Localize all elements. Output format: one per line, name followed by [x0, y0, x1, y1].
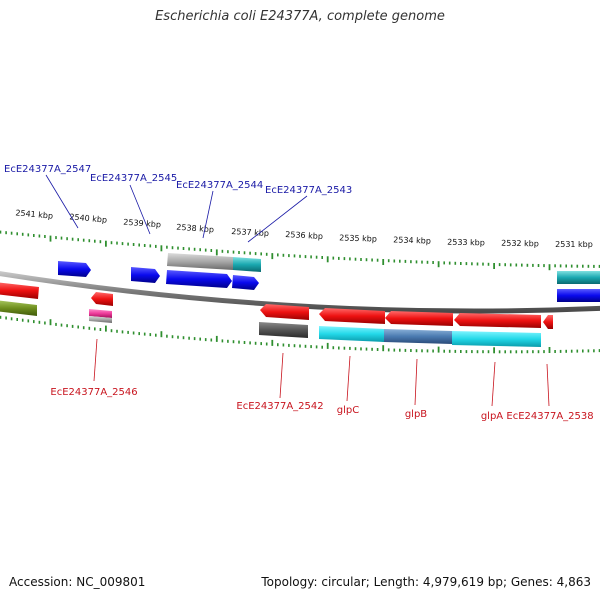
- tick-label: 2536 kbp: [285, 230, 323, 241]
- gene-arrow-forward[interactable]: [131, 267, 160, 283]
- feature-block-teal[interactable]: [557, 271, 600, 284]
- genome-backbone: [0, 271, 600, 314]
- map-title: Escherichia coli E24377A, complete genom…: [155, 9, 445, 24]
- tick-label: 2538 kbp: [176, 223, 214, 235]
- gene-label[interactable]: EcE24377A_2542: [236, 401, 323, 412]
- leader-line: [346, 355, 351, 402]
- gene-arrow-reverse[interactable]: [543, 315, 553, 329]
- leader-line: [247, 195, 308, 243]
- leader-line: [491, 361, 496, 407]
- gene-label[interactable]: glpB: [405, 409, 427, 420]
- leader-line: [202, 190, 214, 239]
- feature-block-olive[interactable]: [0, 300, 37, 316]
- tick-label: 2532 kbp: [501, 239, 539, 249]
- accession-text: Accession: NC_009801: [9, 575, 146, 589]
- feature-block-dark-grey[interactable]: [259, 322, 308, 338]
- leader-line: [93, 338, 98, 382]
- gene-labels-top: EcE24377A_2547 EcE24377A_2545 EcE24377A_…: [4, 164, 352, 196]
- gene-label[interactable]: EcE24377A_2547: [4, 164, 91, 175]
- tick-label: 2534 kbp: [393, 235, 431, 245]
- gene-arrow-forward[interactable]: [557, 289, 600, 302]
- topology-text: Topology: circular; Length: 4,979,619 bp…: [261, 575, 591, 589]
- gene-label[interactable]: EcE24377A_2545: [90, 173, 177, 184]
- gene-label[interactable]: glpA: [481, 411, 503, 422]
- gene-arrow-forward[interactable]: [58, 261, 91, 277]
- leader-line: [279, 352, 284, 399]
- tick-label: 2540 kbp: [69, 212, 107, 224]
- feature-block-grey[interactable]: [167, 253, 233, 270]
- scale-tick-labels: 2541 kbp 2540 kbp 2539 kbp 2538 kbp 2537…: [15, 208, 593, 249]
- gene-labels-bottom: EcE24377A_2546 EcE24377A_2542 glpC glpB …: [50, 387, 593, 422]
- leader-line: [546, 363, 550, 407]
- leader-line: [414, 358, 418, 406]
- label-leader-lines: [45, 174, 550, 407]
- tick-label: 2533 kbp: [447, 238, 485, 248]
- forward-strand-genes: [58, 261, 600, 302]
- gene-arrow-forward[interactable]: [232, 275, 259, 290]
- leader-line: [129, 184, 151, 235]
- gene-label[interactable]: EcE24377A_2546: [50, 387, 137, 398]
- gene-arrow-reverse[interactable]: [91, 292, 113, 306]
- gene-arrow-reverse[interactable]: [454, 313, 541, 328]
- tick-label: 2541 kbp: [15, 208, 53, 220]
- feature-block-grey[interactable]: [89, 316, 112, 323]
- tick-label: 2535 kbp: [339, 233, 377, 243]
- feature-block-teal[interactable]: [233, 257, 261, 272]
- gene-label[interactable]: EcE24377A_2543: [265, 185, 352, 196]
- feature-block-cyan[interactable]: [319, 326, 384, 342]
- leader-line: [45, 174, 79, 229]
- gene-arrow-forward[interactable]: [166, 270, 232, 288]
- gene-label[interactable]: glpC: [337, 405, 359, 416]
- gene-label[interactable]: EcE24377A_2544: [176, 180, 263, 191]
- scale-ring-bottom: [0, 315, 600, 354]
- gene-arrow-reverse[interactable]: [319, 308, 385, 324]
- forward-strand-features: [167, 253, 600, 284]
- feature-block-cyan[interactable]: [452, 331, 541, 347]
- gene-arrow-reverse[interactable]: [385, 311, 453, 326]
- reverse-strand-genes: [0, 282, 553, 329]
- tick-label: 2537 kbp: [231, 227, 269, 238]
- feature-block-steel[interactable]: [384, 329, 452, 344]
- scale-ring-top: [0, 230, 600, 271]
- gene-arrow-reverse[interactable]: [0, 282, 39, 299]
- feature-block-pink[interactable]: [89, 309, 112, 318]
- gene-label[interactable]: EcE24377A_2538: [506, 411, 593, 422]
- tick-label: 2531 kbp: [555, 240, 593, 249]
- gene-arrow-reverse[interactable]: [260, 304, 309, 320]
- tick-label: 2539 kbp: [123, 218, 161, 230]
- reverse-strand-features: [0, 300, 541, 347]
